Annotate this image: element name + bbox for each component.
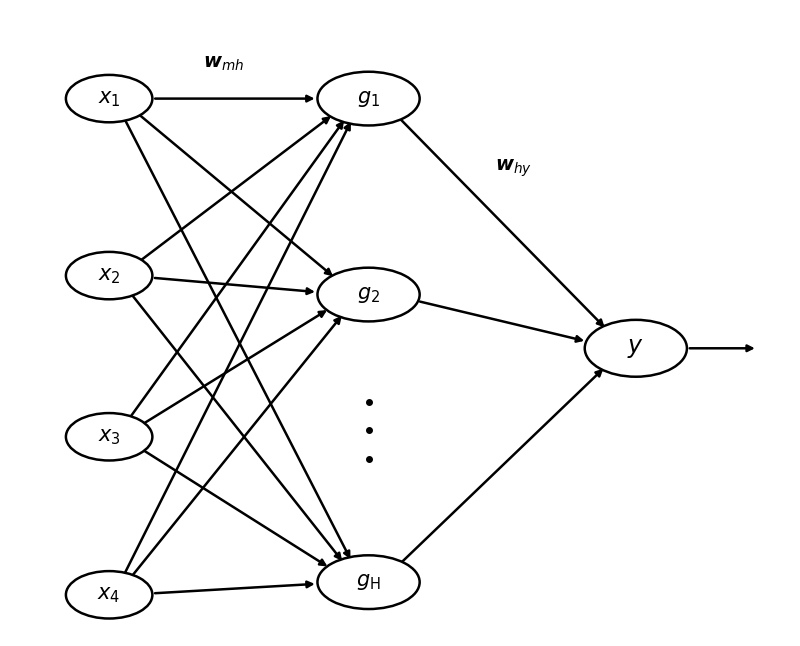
Ellipse shape (66, 571, 152, 618)
Text: $g_1$: $g_1$ (357, 89, 380, 109)
Text: $x_1$: $x_1$ (98, 89, 121, 109)
Ellipse shape (585, 320, 687, 377)
Ellipse shape (318, 267, 420, 322)
Ellipse shape (318, 556, 420, 609)
Ellipse shape (66, 252, 152, 299)
Text: $\boldsymbol{w}_{mh}$: $\boldsymbol{w}_{mh}$ (202, 54, 244, 74)
Text: $g_\mathrm{H}$: $g_\mathrm{H}$ (356, 572, 381, 592)
Text: $y$: $y$ (627, 337, 644, 360)
Text: $\boldsymbol{w}_{hy}$: $\boldsymbol{w}_{hy}$ (495, 158, 533, 179)
Text: $x_2$: $x_2$ (98, 266, 121, 286)
Text: $x_3$: $x_3$ (98, 427, 121, 447)
Ellipse shape (318, 72, 420, 125)
Text: $x_4$: $x_4$ (98, 585, 121, 605)
Ellipse shape (66, 413, 152, 461)
Ellipse shape (66, 75, 152, 122)
Text: $g_2$: $g_2$ (357, 284, 380, 304)
